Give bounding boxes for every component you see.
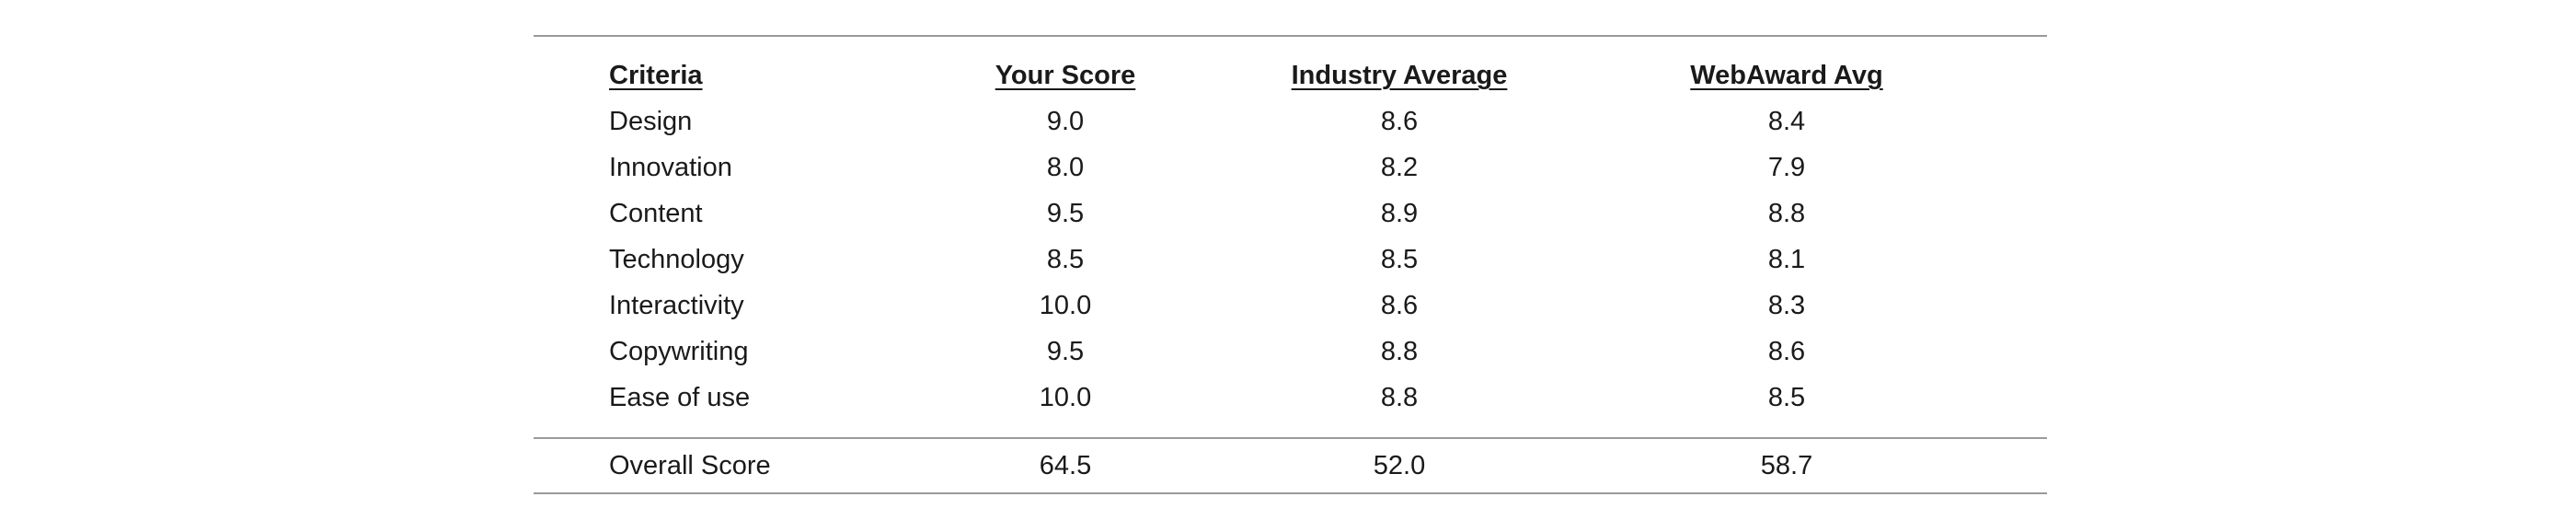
- bottom-divider: [534, 492, 2047, 494]
- total-divider: [534, 437, 2047, 439]
- criteria-cell: Technology: [609, 245, 744, 274]
- criteria-cell: Innovation: [609, 153, 732, 182]
- table-row: Innovation 8.0 8.2 7.9: [534, 144, 2047, 191]
- criteria-cell: Design: [609, 107, 693, 136]
- criteria-cell: Copywriting: [609, 337, 749, 366]
- score-comparison-table: Criteria Your Score Industry Average Web…: [534, 35, 2047, 494]
- table-header-row: Criteria Your Score Industry Average Web…: [534, 52, 2047, 98]
- total-label: Overall Score: [609, 451, 771, 480]
- table-row: Technology 8.5 8.5 8.1: [534, 237, 2047, 283]
- table-row: Content 9.5 8.9 8.8: [534, 191, 2047, 237]
- total-row: Overall Score 64.5 52.0 58.7: [534, 439, 2047, 492]
- criteria-cell: Content: [609, 199, 703, 228]
- criteria-cell: Ease of use: [609, 383, 751, 412]
- header-criteria: Criteria: [609, 61, 703, 90]
- table-row: Ease of use 10.0 8.8 8.5: [534, 375, 2047, 421]
- table-row: Copywriting 9.5 8.8 8.6: [534, 329, 2047, 375]
- criteria-cell: Interactivity: [609, 291, 744, 320]
- table-row: Interactivity 10.0 8.6 8.3: [534, 283, 2047, 329]
- table-row: Design 9.0 8.6 8.4: [534, 98, 2047, 144]
